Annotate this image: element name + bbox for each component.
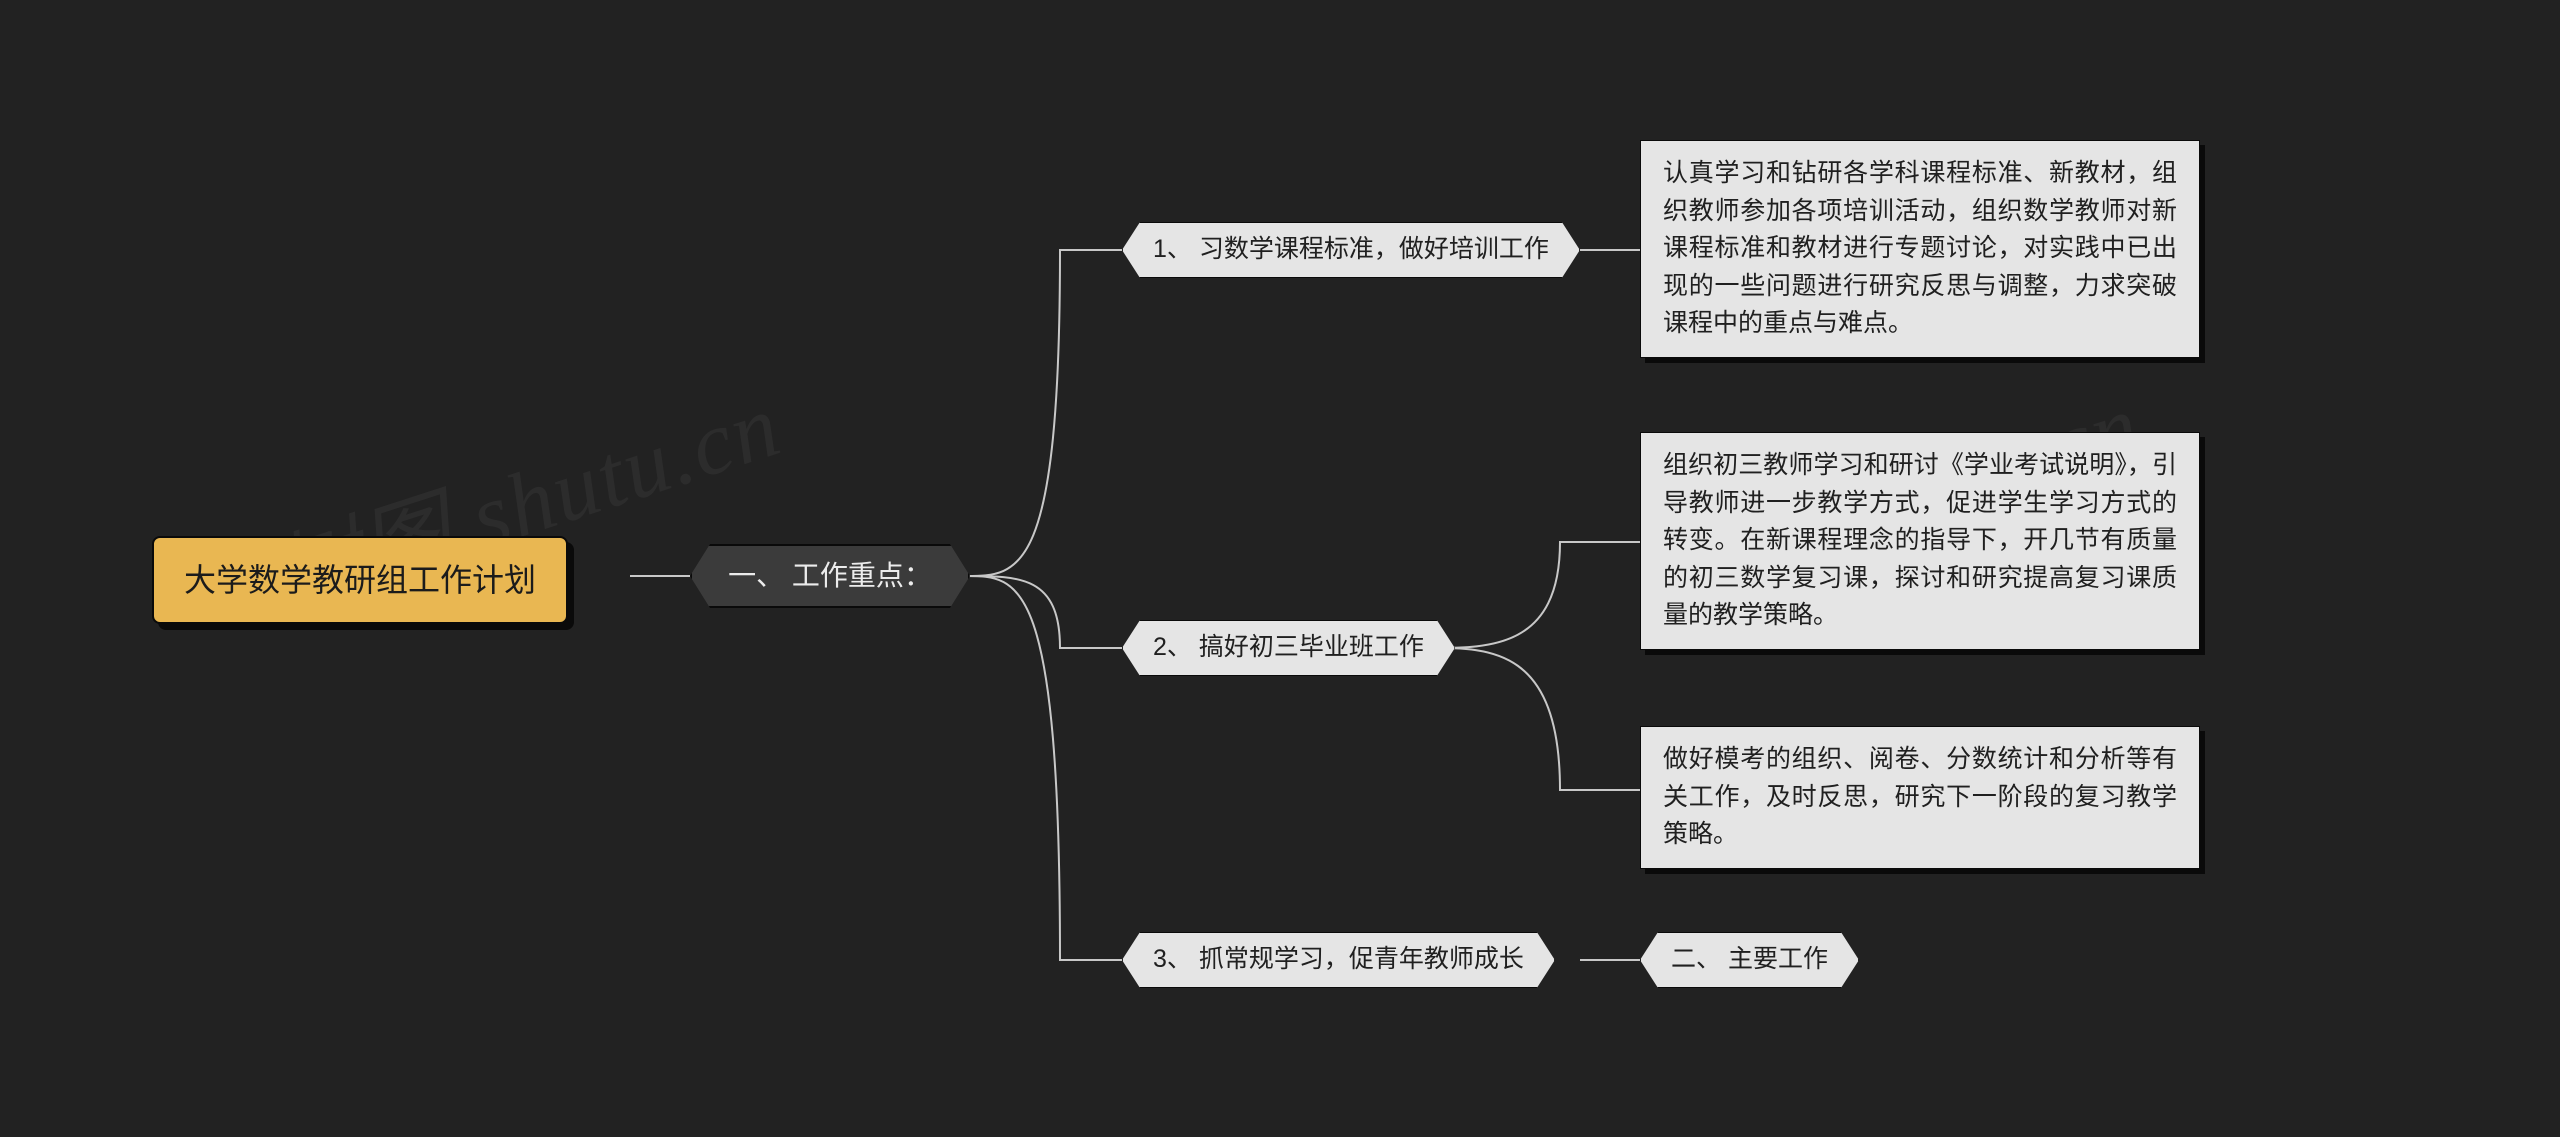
l3-p3-text: 二、 主要工作 [1671, 941, 1828, 979]
l2-item-2-label: 2、 搞好初三毕业班工作 [1153, 629, 1424, 667]
l3-p1[interactable]: 认真学习和钻研各学科课程标准、新教材，组织教师参加各项培训活动，组织数学教师对新… [1640, 140, 2200, 358]
l3-p2a[interactable]: 组织初三教师学习和研讨《学业考试说明》，引导教师进一步教学方式，促进学生学习方式… [1640, 432, 2200, 650]
l1-node[interactable]: 一、 工作重点： [690, 544, 970, 608]
root-node[interactable]: 大学数学教研组工作计划 [152, 536, 568, 624]
l2-item-2[interactable]: 2、 搞好初三毕业班工作 [1122, 620, 1455, 676]
l2-item-1-label: 1、 习数学课程标准，做好培训工作 [1153, 231, 1549, 269]
mindmap-canvas: 树图 shutu.cn 树图 shutu.cn 大学数学教研组工作计划 [0, 0, 2560, 1137]
l3-p2b[interactable]: 做好模考的组织、阅卷、分数统计和分析等有关工作，及时反思，研究下一阶段的复习教学… [1640, 726, 2200, 869]
l1-label: 一、 工作重点： [728, 555, 932, 597]
l3-p3[interactable]: 二、 主要工作 [1640, 932, 1859, 988]
l3-p2b-text: 做好模考的组织、阅卷、分数统计和分析等有关工作，及时反思，研究下一阶段的复习教学… [1663, 741, 2177, 854]
l2-item-3-label: 3、 抓常规学习，促青年教师成长 [1153, 941, 1524, 979]
l2-item-1[interactable]: 1、 习数学课程标准，做好培训工作 [1122, 222, 1580, 278]
l3-p2a-text: 组织初三教师学习和研讨《学业考试说明》，引导教师进一步教学方式，促进学生学习方式… [1663, 447, 2177, 635]
l3-p1-text: 认真学习和钻研各学科课程标准、新教材，组织教师参加各项培训活动，组织数学教师对新… [1663, 155, 2177, 343]
l2-item-3[interactable]: 3、 抓常规学习，促青年教师成长 [1122, 932, 1555, 988]
root-label: 大学数学教研组工作计划 [184, 556, 536, 604]
